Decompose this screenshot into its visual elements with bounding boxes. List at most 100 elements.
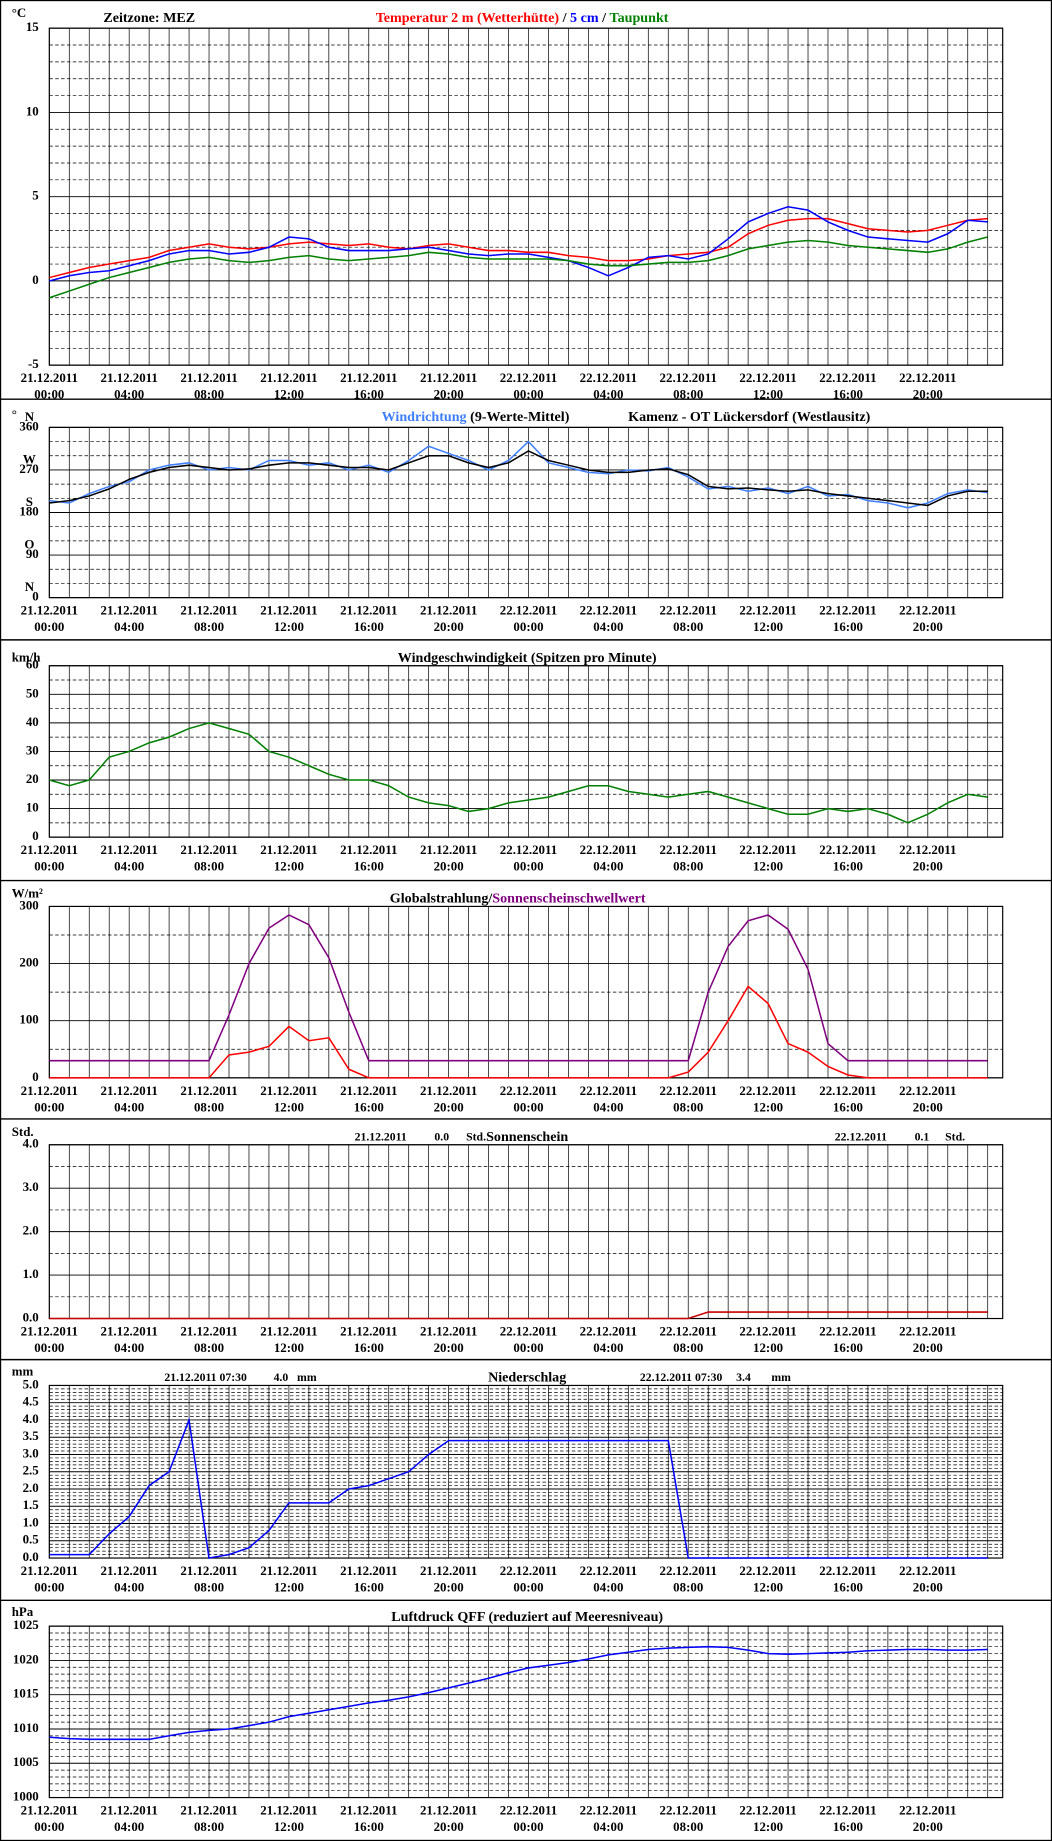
x-tick-time: 12:00 [274,387,304,402]
x-tick-date: 22.12.2011 [660,1324,717,1339]
x-tick-label: 21.12.2011 00:00 [21,370,78,401]
x-tick-label: 22.12.2011 08:00 [660,1083,717,1114]
x-tick-time: 12:00 [753,1819,783,1834]
x-tick-time: 00:00 [34,619,64,634]
x-tick-date: 21.12.2011 [260,1803,317,1818]
x-tick-date: 22.12.2011 [819,842,876,857]
x-tick-label: 22.12.2011 04:00 [580,1083,637,1114]
x-tick-time: 16:00 [833,1340,863,1355]
x-tick-label: 22.12.2011 04:00 [580,1563,637,1594]
x-tick-label: 21.12.2011 00:00 [21,842,78,873]
x-tick-label: 22.12.2011 16:00 [819,1324,876,1355]
x-tick-time: 16:00 [833,859,863,874]
x-tick-time: 16:00 [833,619,863,634]
annotation: mm [771,1371,791,1384]
x-tick-label: 22.12.2011 00:00 [500,603,557,634]
x-tick-time: 00:00 [34,859,64,874]
x-tick-time: 08:00 [194,387,224,402]
x-tick-time: 04:00 [593,1580,623,1595]
x-tick-time: 20:00 [434,1580,464,1595]
x-tick-time: 04:00 [114,1099,144,1114]
x-tick-label: 22.12.2011 00:00 [500,1803,557,1834]
x-tick-time: 16:00 [833,1580,863,1595]
x-tick-label: 21.12.2011 04:00 [100,603,157,634]
x-tick-time: 00:00 [34,1099,64,1114]
annotation: 22.12.2011 [835,1130,887,1143]
x-tick-time: 20:00 [434,1340,464,1355]
x-tick-label: 21.12.2011 04:00 [100,1324,157,1355]
x-tick-label: 22.12.2011 20:00 [899,1803,956,1834]
y-tick-label: 10 [26,800,39,815]
x-tick-date: 21.12.2011 [420,370,477,385]
plot-frame [48,1625,1004,1799]
annotation: 21.12.2011 [355,1130,407,1143]
chart-title: Niederschlag [488,1370,566,1386]
legend-separator: / [599,10,610,26]
x-tick-label: 22.12.2011 16:00 [819,1083,876,1114]
x-tick-date: 22.12.2011 [660,1803,717,1818]
x-tick-time: 00:00 [513,1819,543,1834]
x-tick-time: 20:00 [913,1580,943,1595]
y-tick-label: 2.5 [23,1463,39,1478]
y-tick-label: 1010 [13,1720,39,1735]
x-tick-date: 22.12.2011 [899,1803,956,1818]
x-tick-label: 21.12.2011 08:00 [180,1324,237,1355]
x-tick-time: 16:00 [833,1819,863,1834]
x-tick-label: 22.12.2011 08:00 [660,842,717,873]
x-tick-time: 12:00 [753,387,783,402]
annotation: 3.4 [736,1371,751,1384]
x-tick-time: 12:00 [274,1099,304,1114]
x-tick-date: 22.12.2011 [580,1083,637,1098]
x-tick-time: 20:00 [434,859,464,874]
data-line [49,217,988,279]
x-tick-time: 16:00 [354,619,384,634]
x-tick-time: 00:00 [34,387,64,402]
x-tick-time: 08:00 [194,859,224,874]
annotation: mm [297,1371,317,1384]
data-line [49,914,988,1062]
y-tick-label: 2.0 [23,1480,39,1495]
x-tick-label: 21.12.2011 04:00 [100,1083,157,1114]
x-tick-time: 12:00 [753,859,783,874]
x-tick-time: 00:00 [513,1099,543,1114]
x-tick-date: 22.12.2011 [739,842,796,857]
x-tick-label: 21.12.2011 12:00 [260,1324,317,1355]
x-tick-label: 21.12.2011 16:00 [340,370,397,401]
x-tick-date: 22.12.2011 [580,603,637,618]
x-tick-time: 12:00 [274,619,304,634]
y-tick-label: 0 [32,1069,38,1084]
x-tick-time: 00:00 [34,1819,64,1834]
x-tick-date: 22.12.2011 [899,842,956,857]
x-tick-label: 22.12.2011 08:00 [660,1563,717,1594]
x-tick-time: 00:00 [513,1580,543,1595]
y-unit: km/h [12,650,41,665]
x-tick-time: 04:00 [593,1340,623,1355]
data-line [49,985,988,1079]
x-tick-date: 22.12.2011 [660,603,717,618]
x-tick-date: 21.12.2011 [21,1324,78,1339]
timezone: Zeitzone: MEZ [103,10,195,26]
x-tick-time: 08:00 [194,1819,224,1834]
x-tick-label: 22.12.2011 12:00 [739,1324,796,1355]
x-tick-date: 21.12.2011 [21,1563,78,1578]
x-tick-time: 08:00 [673,1580,703,1595]
y-tick-label: 10 [26,103,39,118]
x-tick-label: 21.12.2011 16:00 [340,842,397,873]
x-tick-time: 04:00 [114,387,144,402]
x-tick-date: 21.12.2011 [21,1803,78,1818]
x-tick-time: 00:00 [34,1340,64,1355]
legend-entry: (9-Werte-Mittel) [470,409,570,425]
x-tick-label: 21.12.2011 20:00 [420,1324,477,1355]
y-tick-label: 40 [26,714,39,729]
y-tick-label: 0 [32,589,38,604]
y-tick-label: 1.5 [23,1497,39,1512]
legend-separator: / [559,10,570,26]
x-tick-date: 21.12.2011 [100,1324,157,1339]
y-tick-label: 200 [19,955,38,970]
y-tick-label: 0.5 [23,1532,39,1547]
direction-label: S [26,494,33,509]
x-tick-label: 21.12.2011 16:00 [340,603,397,634]
x-tick-time: 00:00 [513,1340,543,1355]
y-tick-label: 4.0 [23,1136,39,1151]
